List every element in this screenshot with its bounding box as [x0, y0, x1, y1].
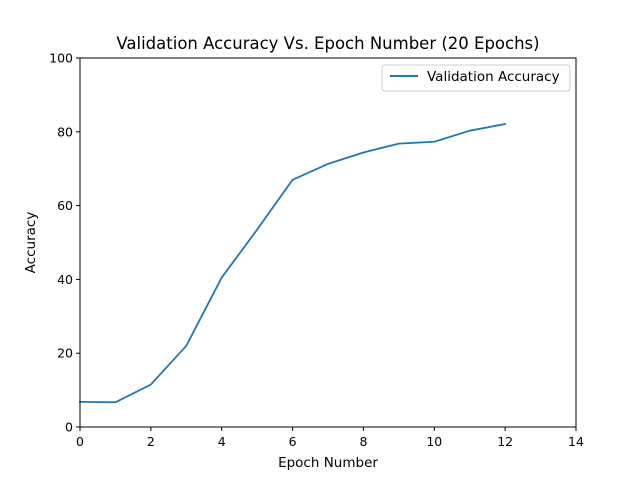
series-line-validation-accuracy — [79, 122, 507, 404]
series-layer — [79, 122, 507, 404]
x-tick-label: 0 — [76, 434, 84, 449]
y-tick-label: 80 — [57, 124, 73, 139]
y-axis-label: Accuracy — [23, 212, 39, 274]
x-tick-label: 12 — [497, 434, 513, 449]
x-tick-label: 14 — [568, 434, 584, 449]
legend-label-validation-accuracy: Validation Accuracy — [427, 69, 560, 85]
y-tick-label: 20 — [57, 346, 73, 361]
legend-frame — [381, 64, 571, 92]
x-tick-label: 8 — [359, 434, 367, 449]
plot-frame — [79, 57, 577, 428]
y-tick-label: 100 — [49, 51, 73, 66]
y-tick-label: 0 — [65, 420, 73, 435]
x-axis-label: Epoch Number — [278, 455, 378, 471]
legend: Validation Accuracy — [381, 64, 571, 92]
plot-area — [80, 58, 576, 427]
x-tick-label: 10 — [426, 434, 442, 449]
x-tick-label: 4 — [218, 434, 226, 449]
y-tick-label: 40 — [57, 272, 73, 287]
x-tick-label: 6 — [289, 434, 297, 449]
y-axis-ticks: 0 20 40 60 80 100 — [49, 51, 80, 435]
x-axis-ticks: 0 2 4 6 8 10 12 14 — [76, 427, 584, 449]
chart-title: Validation Accuracy Vs. Epoch Number (20… — [116, 34, 539, 53]
y-tick-label: 60 — [57, 198, 73, 213]
x-tick-label: 2 — [147, 434, 155, 449]
